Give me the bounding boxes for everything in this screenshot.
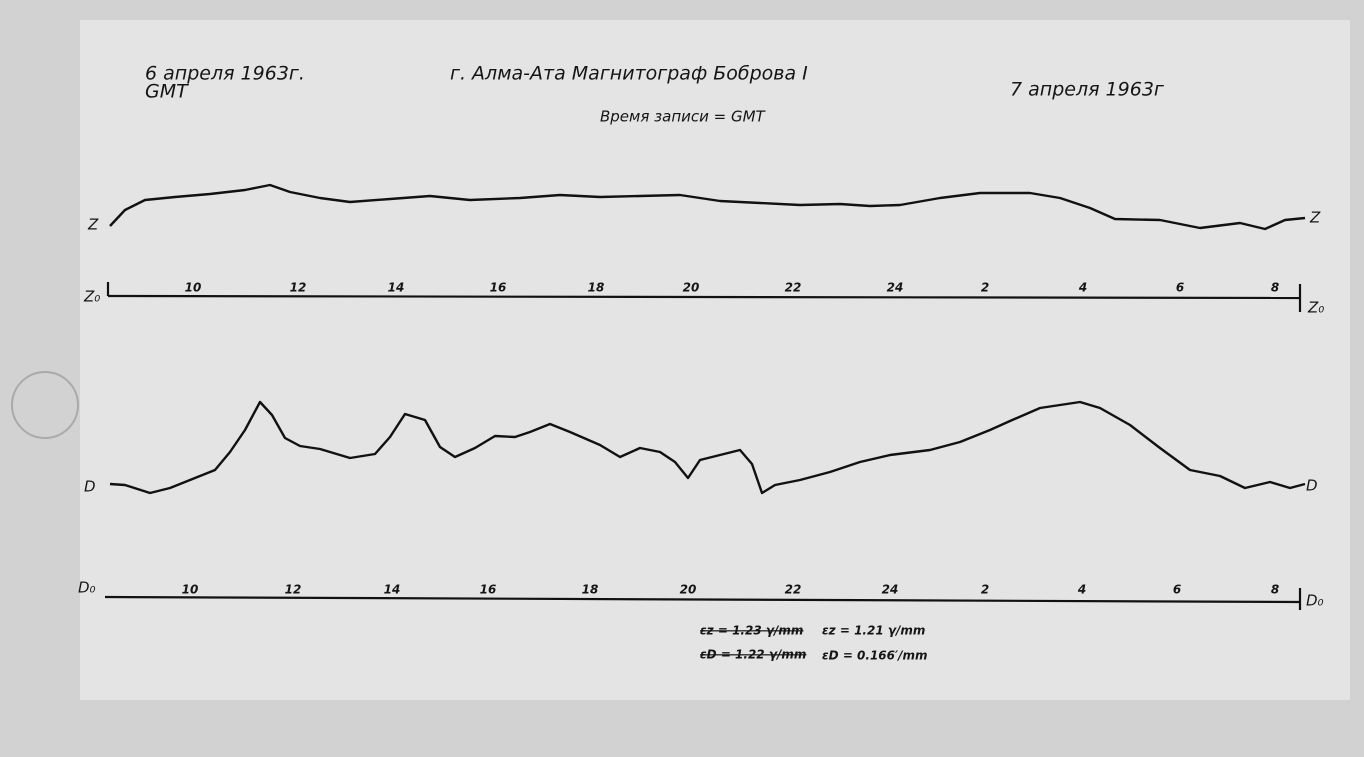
- hour-label: 24: [882, 583, 899, 597]
- hour-label: 18: [588, 281, 605, 295]
- hour-label: 12: [290, 281, 307, 295]
- z-label-right: Z: [1309, 209, 1321, 227]
- hour-label: 12: [285, 583, 302, 597]
- struck-note: εz = 1.23 γ/mm: [700, 624, 803, 638]
- hour-label: 6: [1176, 281, 1184, 295]
- hour-label: 22: [785, 583, 802, 597]
- z-baseline-label: Z₀: [83, 288, 100, 306]
- title: г. Алма-Ата Магнитограф Боброва I: [450, 63, 808, 85]
- hour-label: 2: [981, 583, 989, 597]
- hour-label: 16: [480, 583, 497, 597]
- hour-label: 16: [490, 281, 507, 295]
- hour-label: 4: [1077, 583, 1086, 597]
- punch-mark: [11, 371, 79, 439]
- hour-label: 8: [1271, 281, 1279, 295]
- d-label-right: D: [1306, 477, 1318, 495]
- hour-label: 2: [981, 281, 989, 295]
- date-right: 7 апреля 1963г: [1010, 79, 1165, 101]
- hour-label: 22: [785, 281, 802, 295]
- hour-label: 24: [887, 281, 904, 295]
- z-baseline: [107, 294, 1301, 300]
- hour-label: 20: [683, 281, 700, 295]
- hour-label: 6: [1173, 583, 1181, 597]
- d-baseline-label-right: D₀: [1306, 592, 1324, 610]
- timezone: GMT: [145, 81, 189, 103]
- hour-label: 10: [182, 583, 199, 597]
- hour-label: 14: [384, 583, 401, 597]
- d-trace: [109, 400, 1306, 495]
- d-baseline: [104, 595, 1301, 604]
- hour-label: 20: [680, 583, 697, 597]
- d-baseline-label: D₀: [78, 579, 96, 597]
- hour-label: 10: [185, 281, 202, 295]
- hour-label: 8: [1271, 583, 1279, 597]
- date-left: 6 апреля 1963г.: [145, 63, 305, 85]
- hour-label: 18: [582, 583, 599, 597]
- d-label: D: [84, 478, 96, 496]
- scale-note: εD = 0.166′/mm: [822, 649, 928, 663]
- subtitle: Время записи = GMT: [600, 108, 767, 126]
- scale-note: εz = 1.21 γ/mm: [822, 624, 925, 638]
- paper: [80, 20, 1350, 700]
- hour-label: 14: [388, 281, 405, 295]
- z-label: Z: [87, 216, 99, 234]
- hour-label: 4: [1078, 281, 1087, 295]
- z-trace: [109, 183, 1306, 231]
- struck-note: εD = 1.22 γ/mm: [700, 648, 806, 662]
- z-baseline-label-right: Z₀: [1307, 299, 1324, 317]
